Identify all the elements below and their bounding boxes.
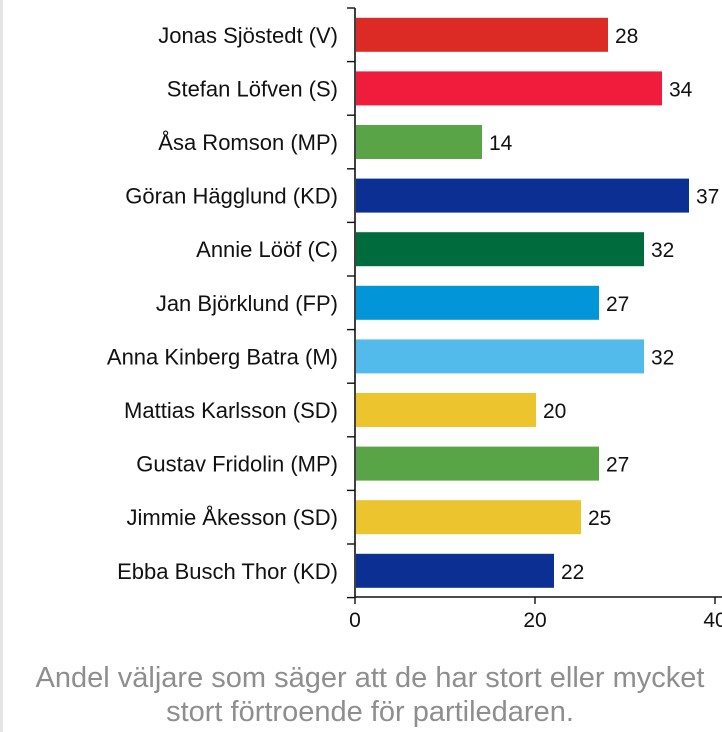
bar <box>356 232 644 267</box>
x-tick-label: 20 <box>523 609 546 632</box>
bars-layer <box>356 17 689 588</box>
bar <box>356 553 554 588</box>
value-label: 20 <box>543 400 566 423</box>
category-label: Annie Lööf (C) <box>196 237 338 262</box>
category-label: Anna Kinberg Batra (M) <box>107 344 338 369</box>
value-label: 27 <box>606 293 629 316</box>
category-label: Jonas Sjöstedt (V) <box>158 23 338 48</box>
bar <box>356 393 536 427</box>
category-label: Göran Hägglund (KD) <box>125 184 338 209</box>
bar <box>356 285 599 320</box>
bar <box>356 339 644 374</box>
axis-layer <box>347 7 722 604</box>
bar <box>356 125 482 159</box>
bar <box>356 500 581 535</box>
category-label: Stefan Löfven (S) <box>167 76 338 101</box>
value-label: 25 <box>588 507 611 530</box>
value-label: 34 <box>669 78 693 101</box>
bar <box>356 446 599 481</box>
value-label: 22 <box>561 561 584 584</box>
left-border-rule <box>0 0 3 732</box>
value-label: 27 <box>606 454 629 477</box>
bar <box>356 71 662 106</box>
bar-chart: Jonas Sjöstedt (V) 28 Stefan Löfven (S) 34 Å… <box>107 7 722 632</box>
value-label: 37 <box>696 186 719 209</box>
x-tick-label: 0 <box>349 609 361 632</box>
category-label: Åsa Romson (MP) <box>158 130 338 155</box>
value-label: 32 <box>651 239 674 262</box>
chart-caption: Andel väljare som säger att de har stort… <box>35 662 705 728</box>
category-label: Jan Björklund (FP) <box>156 291 338 316</box>
labels-layer: Jonas Sjöstedt (V) 28 Stefan Löfven (S) 34 Å… <box>107 23 722 632</box>
category-label: Gustav Fridolin (MP) <box>136 452 338 477</box>
category-label: Jimmie Åkesson (SD) <box>127 505 338 530</box>
category-label: Ebba Busch Thor (KD) <box>117 559 338 584</box>
value-label: 28 <box>615 25 638 48</box>
bar <box>356 17 608 52</box>
bar <box>356 178 689 213</box>
value-label: 14 <box>489 132 513 155</box>
x-tick-label: 40 <box>703 609 722 632</box>
value-label: 32 <box>651 346 674 369</box>
category-label: Mattias Karlsson (SD) <box>124 398 338 423</box>
